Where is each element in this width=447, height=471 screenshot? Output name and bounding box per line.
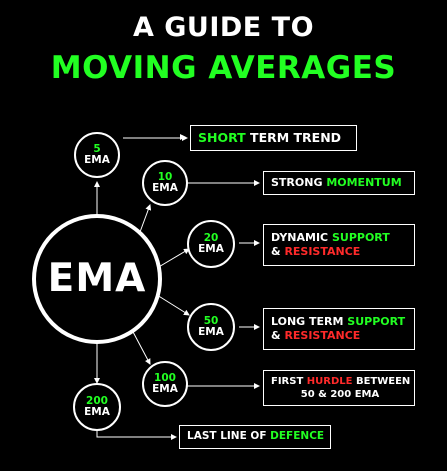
desc-text: FIRST [271, 376, 307, 387]
desc-text: & [271, 245, 285, 258]
node-label: EMA [84, 406, 110, 418]
desc-box-strong-momentum: STRONG MOMENTUM [263, 171, 415, 195]
desc-box-first-hurdle: FIRST HURDLE BETWEEN 50 & 200 EMA [263, 370, 415, 406]
desc-text: STRONG [271, 175, 327, 189]
connector-center-20 [156, 248, 190, 269]
ema-50-node: 50 EMA [187, 303, 235, 351]
desc-highlight: SUPPORT [347, 314, 406, 328]
ema-100-node: 100 EMA [142, 361, 188, 407]
connector-center-50 [156, 294, 190, 316]
ema-10-node: 10 EMA [142, 160, 188, 206]
desc-box-dynamic-support: DYNAMIC SUPPORT & RESISTANCE [263, 224, 415, 266]
connector-center-100 [131, 329, 151, 365]
node-label: EMA [152, 383, 178, 395]
ema-200-node: 200 EMA [73, 383, 121, 431]
desc-box-short-term-trend: SHORT TERM TREND [190, 125, 357, 151]
node-label: EMA [84, 154, 110, 166]
desc-text: 50 & 200 EMA [300, 389, 380, 400]
connector-node200-box [96, 428, 177, 440]
title-line-2: MOVING AVERAGES [50, 50, 397, 86]
node-number: 5 [93, 142, 101, 155]
title-line-1: A GUIDE TO [132, 12, 315, 43]
desc-highlight-red: RESISTANCE [284, 329, 361, 342]
node-number: 200 [86, 394, 108, 407]
desc-box-long-term-support: LONG TERM SUPPORT & RESISTANCE [263, 308, 415, 350]
connector-center-10 [139, 204, 152, 233]
node-number: 50 [203, 314, 219, 327]
node-label: EMA [152, 182, 178, 194]
ema-center-label: EMA [47, 255, 147, 301]
node-number: 20 [203, 231, 219, 244]
node-number: 10 [157, 170, 173, 183]
desc-box-last-line-of-defence: LAST LINE OF DEFENCE [179, 425, 331, 449]
desc-highlight: SHORT [198, 129, 246, 145]
desc-text: BETWEEN [352, 376, 411, 387]
desc-text: & [271, 329, 285, 342]
desc-text: LAST LINE OF [187, 430, 271, 443]
desc-text: TERM TREND [245, 129, 342, 145]
node-label: EMA [198, 243, 224, 255]
desc-highlight: SUPPORT [331, 230, 390, 244]
desc-highlight-red: RESISTANCE [284, 245, 361, 258]
desc-highlight-red: HURDLE [306, 376, 353, 387]
ema-5-node: 5 EMA [74, 132, 120, 178]
desc-text: LONG TERM [271, 314, 348, 328]
desc-highlight: MOMENTUM [326, 175, 402, 189]
desc-text: DYNAMIC [271, 230, 332, 244]
node-number: 100 [154, 371, 176, 384]
desc-highlight: DEFENCE [270, 430, 325, 443]
ema-20-node: 20 EMA [187, 220, 235, 268]
node-label: EMA [198, 326, 224, 338]
ema-center-circle: EMA [32, 214, 162, 344]
